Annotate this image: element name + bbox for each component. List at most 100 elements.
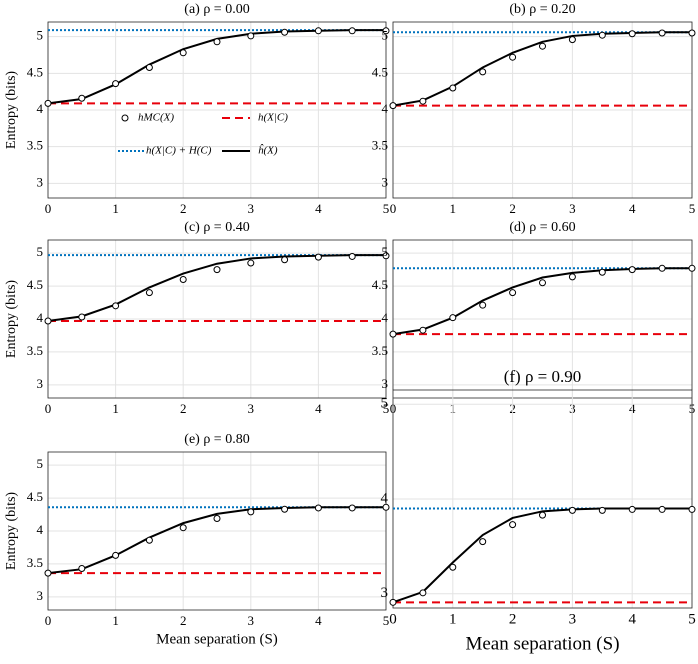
panel-title: (a) ρ = 0.00 bbox=[184, 2, 249, 17]
solid-line bbox=[47, 254, 386, 322]
data-point bbox=[449, 563, 457, 571]
data-point bbox=[479, 301, 487, 309]
data-point bbox=[389, 102, 397, 110]
data-point bbox=[314, 504, 322, 512]
data-point bbox=[348, 252, 356, 260]
x-tick-label: 1 bbox=[112, 401, 119, 416]
data-point bbox=[539, 42, 546, 50]
data-point bbox=[598, 31, 606, 39]
data-point bbox=[628, 505, 636, 513]
x-tick-label: 3 bbox=[248, 401, 255, 416]
x-tick-label: 0 bbox=[390, 201, 397, 216]
data-point bbox=[509, 289, 517, 297]
y-tick-label: 5 bbox=[381, 396, 389, 412]
y-tick-label: 4.5 bbox=[27, 489, 43, 504]
y-tick-label: 3.5 bbox=[27, 343, 43, 358]
data-point bbox=[281, 505, 289, 513]
x-tick-label: 4 bbox=[315, 201, 322, 216]
data-point bbox=[44, 569, 52, 577]
data-point bbox=[628, 30, 636, 38]
x-tick-label: 0 bbox=[45, 201, 52, 216]
data-point bbox=[179, 276, 187, 283]
data-point bbox=[247, 32, 255, 40]
data-point bbox=[213, 514, 221, 522]
y-tick-label: 4 bbox=[381, 490, 389, 506]
data-point bbox=[539, 279, 546, 287]
x-tick-label: 4 bbox=[315, 401, 322, 416]
x-tick-label: 4 bbox=[629, 201, 636, 216]
data-point bbox=[179, 524, 187, 532]
y-tick-label: 3 bbox=[382, 376, 389, 391]
data-point bbox=[568, 36, 576, 44]
x-tick-label: 5 bbox=[383, 613, 390, 628]
data-point bbox=[688, 29, 696, 37]
y-tick-label: 3.5 bbox=[27, 555, 43, 570]
y-tick-label: 4.5 bbox=[372, 64, 388, 79]
plot-frame bbox=[392, 239, 693, 399]
data-point bbox=[539, 511, 546, 519]
legend-label: h(X|C) + H(C) bbox=[146, 145, 212, 157]
data-point bbox=[479, 68, 487, 76]
x-tick-label: 5 bbox=[688, 611, 696, 627]
data-point bbox=[568, 273, 576, 281]
data-point bbox=[247, 259, 255, 267]
data-point bbox=[348, 27, 356, 35]
x-tick-label: 3 bbox=[569, 611, 577, 627]
panel-title: (c) ρ = 0.40 bbox=[184, 220, 249, 235]
x-tick-label: 3 bbox=[248, 201, 255, 216]
data-point bbox=[382, 503, 390, 511]
panel-title: (d) ρ = 0.60 bbox=[509, 220, 575, 235]
plot-frame bbox=[47, 21, 387, 199]
x-tick-label: 5 bbox=[689, 201, 696, 216]
legend-label: h(X|C) bbox=[258, 112, 288, 124]
y-tick-label: 4 bbox=[37, 310, 44, 325]
y-tick-label: 3 bbox=[37, 588, 44, 603]
plot-frame bbox=[392, 389, 693, 609]
data-point bbox=[658, 264, 666, 272]
data-point bbox=[449, 84, 457, 92]
data-point bbox=[281, 256, 289, 264]
data-point bbox=[44, 317, 52, 325]
data-point bbox=[112, 80, 120, 88]
x-tick-label: 2 bbox=[509, 201, 516, 216]
data-point bbox=[213, 38, 221, 46]
x-tick-label: 2 bbox=[180, 401, 187, 416]
solid-line bbox=[392, 267, 692, 336]
data-point bbox=[145, 289, 153, 297]
panel-title: (f) ρ = 0.90 bbox=[504, 367, 582, 386]
x-tick-label: 2 bbox=[509, 611, 517, 627]
data-point bbox=[419, 589, 427, 597]
plot-frame bbox=[47, 451, 387, 611]
data-point bbox=[78, 565, 86, 573]
data-point bbox=[382, 252, 390, 260]
y-tick-label: 3 bbox=[381, 585, 389, 601]
data-point bbox=[112, 551, 120, 559]
x-tick-label: 4 bbox=[315, 613, 322, 628]
data-point bbox=[213, 266, 221, 274]
y-tick-label: 4 bbox=[37, 522, 44, 537]
data-point bbox=[314, 27, 322, 35]
x-tick-label: 5 bbox=[383, 201, 390, 216]
y-axis-label: Entropy (bits) bbox=[4, 280, 19, 358]
plot-frame bbox=[392, 21, 693, 199]
y-axis-label: Entropy (bits) bbox=[4, 71, 19, 149]
panel-title: (e) ρ = 0.80 bbox=[184, 432, 249, 447]
data-point bbox=[179, 49, 187, 57]
legend-label: ĥ(X) bbox=[258, 144, 278, 157]
x-axis-label: Mean separation (S) bbox=[465, 633, 619, 654]
data-point bbox=[598, 506, 606, 514]
y-tick-label: 5 bbox=[382, 28, 389, 43]
legend-marker bbox=[121, 114, 129, 122]
y-tick-label: 3 bbox=[37, 376, 44, 391]
solid-line bbox=[392, 31, 692, 107]
y-tick-label: 4.5 bbox=[27, 64, 43, 79]
data-point bbox=[389, 598, 397, 606]
data-point bbox=[568, 506, 576, 514]
x-axis-label: Mean separation (S) bbox=[156, 631, 278, 647]
x-tick-label: 0 bbox=[45, 401, 52, 416]
y-tick-label: 5 bbox=[37, 456, 44, 471]
data-point bbox=[145, 536, 153, 544]
data-point bbox=[419, 326, 427, 334]
data-point bbox=[509, 53, 517, 61]
